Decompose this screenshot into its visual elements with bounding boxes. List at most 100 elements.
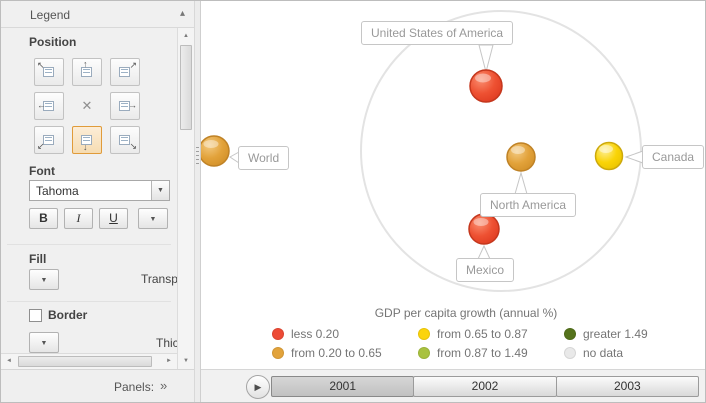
- section-divider: [7, 244, 171, 245]
- vertical-scrollbar-thumb[interactable]: [180, 45, 192, 130]
- panel-title: Legend: [30, 8, 71, 22]
- panel-vertical-scrollbar[interactable]: ▲ ▼: [177, 28, 194, 369]
- chart-legend: GDP per capita growth (annual %) less 0.…: [256, 306, 676, 360]
- arrow-bottom-right-icon: ↘: [129, 141, 137, 151]
- arrow-down-icon: ↓: [83, 142, 88, 152]
- legend-mini-icon: [81, 135, 92, 145]
- bubble-chart-svg: [201, 10, 644, 292]
- border-checkbox[interactable]: [29, 309, 42, 322]
- position-button-left[interactable]: ←: [34, 92, 64, 120]
- position-button-top-right[interactable]: ↗: [110, 58, 140, 86]
- legend-mini-icon: [43, 135, 54, 145]
- legend-item-label: greater 1.49: [583, 327, 648, 341]
- bubble-highlight: [203, 140, 219, 148]
- splitter-grip-icon: [196, 147, 199, 166]
- panel-horizontal-scrollbar[interactable]: ◄ ►: [1, 353, 177, 369]
- scroll-up-icon[interactable]: ▲: [183, 33, 189, 39]
- position-button-none[interactable]: ✕: [81, 98, 93, 113]
- callout-north-america: North America: [480, 193, 577, 217]
- legend-item: greater 1.49: [564, 327, 682, 341]
- legend-item-label: no data: [583, 346, 624, 360]
- legend-panel-header[interactable]: Legend ▴: [1, 1, 194, 28]
- legend-dot: [564, 328, 576, 340]
- position-button-top[interactable]: ↑: [72, 58, 102, 86]
- scroll-left-icon[interactable]: ◄: [6, 358, 12, 364]
- bubble-circle: [201, 135, 230, 167]
- fill-color-dropdown-button[interactable]: ▼: [29, 269, 59, 290]
- panels-expand-icon[interactable]: »: [160, 378, 168, 393]
- arrow-bottom-left-icon: ↙: [37, 141, 45, 151]
- collapse-icon[interactable]: ▴: [179, 8, 185, 19]
- arrow-right-icon: →: [128, 100, 137, 110]
- legend-item: no data: [564, 346, 682, 360]
- font-section-label: Font: [29, 164, 55, 178]
- callout-mexico: Mexico: [456, 258, 515, 282]
- legend-item-label: from 0.65 to 0.87: [437, 327, 528, 341]
- callout-pointer: [624, 150, 644, 164]
- panels-label: Panels:: [114, 380, 155, 394]
- callout-canada: Canada: [642, 145, 705, 169]
- legend-mini-icon: [119, 67, 130, 77]
- legend-dot: [564, 347, 576, 359]
- legend-item: from 0.20 to 0.65: [272, 346, 418, 360]
- position-button-bottom-left[interactable]: ↙: [34, 126, 64, 154]
- panel-splitter[interactable]: [194, 1, 201, 402]
- arrow-left-icon: ←: [37, 100, 46, 110]
- callout-usa: United States of America: [361, 21, 514, 45]
- border-thickness-label: Thickness: [156, 336, 182, 350]
- legend-item-label: less 0.20: [291, 327, 340, 341]
- font-family-select[interactable]: Tahoma ▼: [29, 180, 170, 201]
- position-button-bottom[interactable]: ↓: [72, 126, 102, 154]
- font-color-dropdown-button[interactable]: ▼: [138, 208, 168, 229]
- legend-mini-icon: [119, 135, 130, 145]
- orbit-circle: [360, 10, 642, 292]
- callout-world: World: [238, 146, 290, 170]
- italic-button[interactable]: I: [64, 208, 93, 229]
- position-button-top-left[interactable]: ↖: [34, 58, 64, 86]
- bubble-usa[interactable]: [469, 69, 503, 103]
- position-section-label: Position: [29, 35, 77, 49]
- legend-mini-icon: [43, 101, 54, 111]
- bubble-world[interactable]: [201, 135, 230, 167]
- border-color-dropdown-button[interactable]: ▼: [29, 332, 59, 353]
- position-button-right[interactable]: →: [110, 92, 140, 120]
- year-button-2003[interactable]: 2003: [555, 376, 699, 397]
- bubble-highlight: [475, 73, 491, 83]
- bubble-highlight: [511, 146, 525, 154]
- legend-mini-icon: [119, 101, 130, 111]
- year-button-2001[interactable]: 2001: [271, 376, 415, 397]
- legend-item: from 0.65 to 0.87: [418, 327, 564, 341]
- year-button-2002[interactable]: 2002: [413, 376, 557, 397]
- arrow-up-icon: ↑: [83, 59, 88, 69]
- chevron-down-icon[interactable]: ▼: [151, 181, 169, 200]
- underline-button[interactable]: U: [99, 208, 128, 229]
- legend-item: less 0.20: [272, 327, 418, 341]
- chart-area: United States of America World Canada No…: [201, 1, 705, 402]
- fill-transparent-label: Transparent: [141, 272, 185, 286]
- callout-pointer: [478, 44, 494, 74]
- legend-title: GDP per capita growth (annual %): [374, 306, 558, 320]
- callout-pointer: [514, 171, 528, 195]
- border-section-label: Border: [48, 308, 88, 322]
- legend-dot: [418, 328, 430, 340]
- legend-item: from 0.87 to 1.49: [418, 346, 564, 360]
- bubble-mexico[interactable]: [468, 213, 500, 245]
- horizontal-scrollbar-thumb[interactable]: [18, 356, 152, 367]
- bubble-canada[interactable]: [594, 141, 624, 171]
- legend-mini-icon: [81, 67, 92, 77]
- play-button[interactable]: ▶: [246, 375, 270, 399]
- legend-dot: [272, 328, 284, 340]
- scroll-right-icon[interactable]: ►: [166, 358, 172, 364]
- legend-items-grid: less 0.20 from 0.65 to 0.87 greater 1.49…: [256, 327, 676, 360]
- bubble-highlight: [599, 145, 613, 153]
- bold-button[interactable]: B: [29, 208, 58, 229]
- bubble-circle: [506, 142, 536, 172]
- position-button-bottom-right[interactable]: ↘: [110, 126, 140, 154]
- arrow-top-left-icon: ↖: [37, 60, 45, 70]
- bubble-north-america[interactable]: [506, 142, 536, 172]
- scroll-down-icon[interactable]: ▼: [183, 358, 189, 364]
- legend-dot: [272, 347, 284, 359]
- fill-section-label: Fill: [29, 252, 47, 266]
- section-divider: [7, 301, 171, 302]
- legend-options-panel: Legend ▴ Position ↖ ↑ ↗ ← ✕ → ↙: [1, 1, 194, 402]
